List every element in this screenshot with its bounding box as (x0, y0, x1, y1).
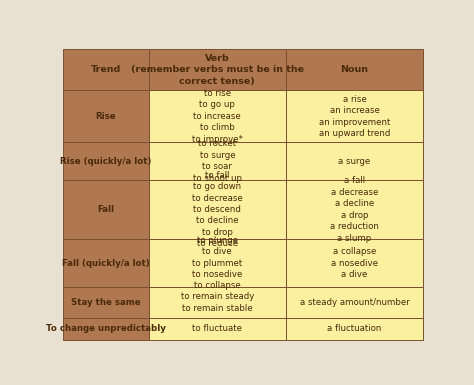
Text: Trend: Trend (91, 65, 121, 74)
Text: a collapse
a nosedive
a dive: a collapse a nosedive a dive (331, 247, 378, 279)
Text: to fluctuate: to fluctuate (192, 324, 242, 333)
Bar (63, 287, 149, 318)
Text: Stay the same: Stay the same (71, 298, 141, 307)
Bar (63, 180, 149, 239)
Text: to rocket
to surge
to soar
to shoot up: to rocket to surge to soar to shoot up (193, 139, 242, 183)
Text: To change unpredictably: To change unpredictably (46, 324, 166, 333)
Bar (63, 90, 149, 142)
Text: to remain steady
to remain stable: to remain steady to remain stable (181, 292, 254, 313)
Bar (286, 287, 423, 318)
Text: a fall
a decrease
a decline
a drop
a reduction
a slump: a fall a decrease a decline a drop a red… (330, 176, 379, 243)
Bar (149, 318, 286, 340)
Text: to plunge
to dive
to plummet
to nosedive
to collapse: to plunge to dive to plummet to nosedive… (192, 236, 243, 290)
Text: to fall
to go down
to decrease
to descend
to decline
to drop
to reduce: to fall to go down to decrease to descen… (192, 171, 243, 248)
Bar (63, 49, 149, 90)
Bar (286, 180, 423, 239)
Bar (286, 142, 423, 180)
Text: Verb
(remember verbs must be in the
correct tense): Verb (remember verbs must be in the corr… (131, 54, 304, 86)
Text: to rise
to go up
to increase
to climb
to improve*: to rise to go up to increase to climb to… (192, 89, 243, 144)
Text: a steady amount/number: a steady amount/number (300, 298, 410, 307)
Text: Fall: Fall (97, 205, 114, 214)
Bar (149, 180, 286, 239)
Text: Noun: Noun (340, 65, 368, 74)
Text: Fall (quickly/a lot): Fall (quickly/a lot) (62, 259, 150, 268)
Bar (63, 142, 149, 180)
Bar (149, 142, 286, 180)
Bar (149, 287, 286, 318)
Bar (63, 239, 149, 287)
Text: a fluctuation: a fluctuation (328, 324, 382, 333)
Bar (286, 239, 423, 287)
Bar (149, 239, 286, 287)
Bar (286, 318, 423, 340)
Text: Rise (quickly/a lot): Rise (quickly/a lot) (60, 157, 152, 166)
Bar (149, 90, 286, 142)
Text: Rise: Rise (95, 112, 116, 121)
Text: a rise
an increase
an improvement
an upward trend: a rise an increase an improvement an upw… (319, 95, 390, 138)
Bar (63, 318, 149, 340)
Bar (149, 49, 286, 90)
Text: a surge: a surge (338, 157, 371, 166)
Bar (286, 90, 423, 142)
Bar (286, 49, 423, 90)
